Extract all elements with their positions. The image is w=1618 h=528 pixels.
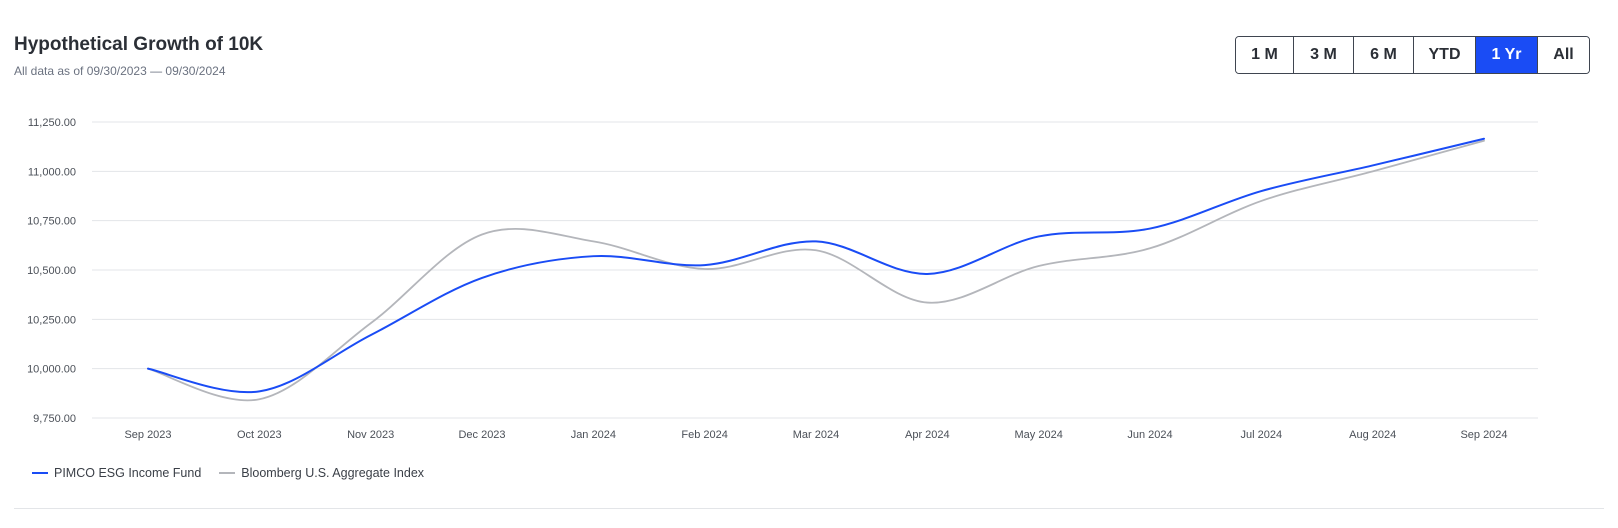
range-button-6m[interactable]: 6 M	[1354, 37, 1414, 73]
x-tick-label: Nov 2023	[347, 429, 394, 441]
legend-label-fund: PIMCO ESG Income Fund	[54, 466, 202, 480]
range-button-3m[interactable]: 3 M	[1294, 37, 1354, 73]
y-tick-label: 10,250.00	[27, 314, 76, 326]
range-button-ytd[interactable]: YTD	[1414, 37, 1476, 73]
legend-swatch-index	[219, 472, 236, 474]
series-line-fund	[147, 137, 1485, 394]
bottom-divider	[14, 508, 1604, 509]
x-tick-label: Jul 2024	[1241, 429, 1283, 441]
series-line-index	[147, 139, 1485, 402]
chart-title: Hypothetical Growth of 10K	[14, 34, 264, 55]
y-tick-label: 11,000.00	[28, 166, 76, 178]
y-tick-label: 10,500.00	[27, 265, 76, 277]
chart-subtitle: All data as of 09/30/2023 — 09/30/2024	[14, 64, 226, 78]
x-tick-label: Jan 2024	[571, 429, 616, 441]
legend-swatch-fund	[32, 472, 48, 474]
x-tick-label: Aug 2024	[1349, 429, 1396, 441]
range-button-all[interactable]: All	[1538, 37, 1589, 73]
x-tick-label: Jun 2024	[1127, 429, 1172, 441]
y-tick-label: 10,000.00	[27, 364, 76, 376]
x-tick-label: Apr 2024	[905, 429, 950, 441]
legend-label-index: Bloomberg U.S. Aggregate Index	[241, 466, 425, 480]
y-tick-label: 11,250.00	[28, 117, 76, 129]
range-button-1m[interactable]: 1 M	[1236, 37, 1294, 73]
x-tick-label: Feb 2024	[681, 429, 727, 441]
legend-item-index[interactable]: Bloomberg U.S. Aggregate Index	[219, 466, 424, 480]
legend-item-fund[interactable]: PIMCO ESG Income Fund	[32, 466, 201, 480]
x-tick-label: Dec 2023	[458, 429, 505, 441]
chart-legend: PIMCO ESG Income Fund Bloomberg U.S. Agg…	[32, 466, 424, 480]
y-tick-label: 9,750.00	[33, 413, 76, 425]
y-tick-label: 10,750.00	[27, 216, 76, 228]
x-tick-label: Mar 2024	[793, 429, 839, 441]
x-tick-label: Sep 2024	[1460, 429, 1507, 441]
x-tick-label: Sep 2023	[124, 429, 171, 441]
x-tick-label: Oct 2023	[237, 429, 282, 441]
x-tick-label: May 2024	[1015, 429, 1063, 441]
time-range-selector: 1 M 3 M 6 M YTD 1 Yr All	[1235, 36, 1590, 74]
range-button-1yr[interactable]: 1 Yr	[1476, 37, 1538, 73]
